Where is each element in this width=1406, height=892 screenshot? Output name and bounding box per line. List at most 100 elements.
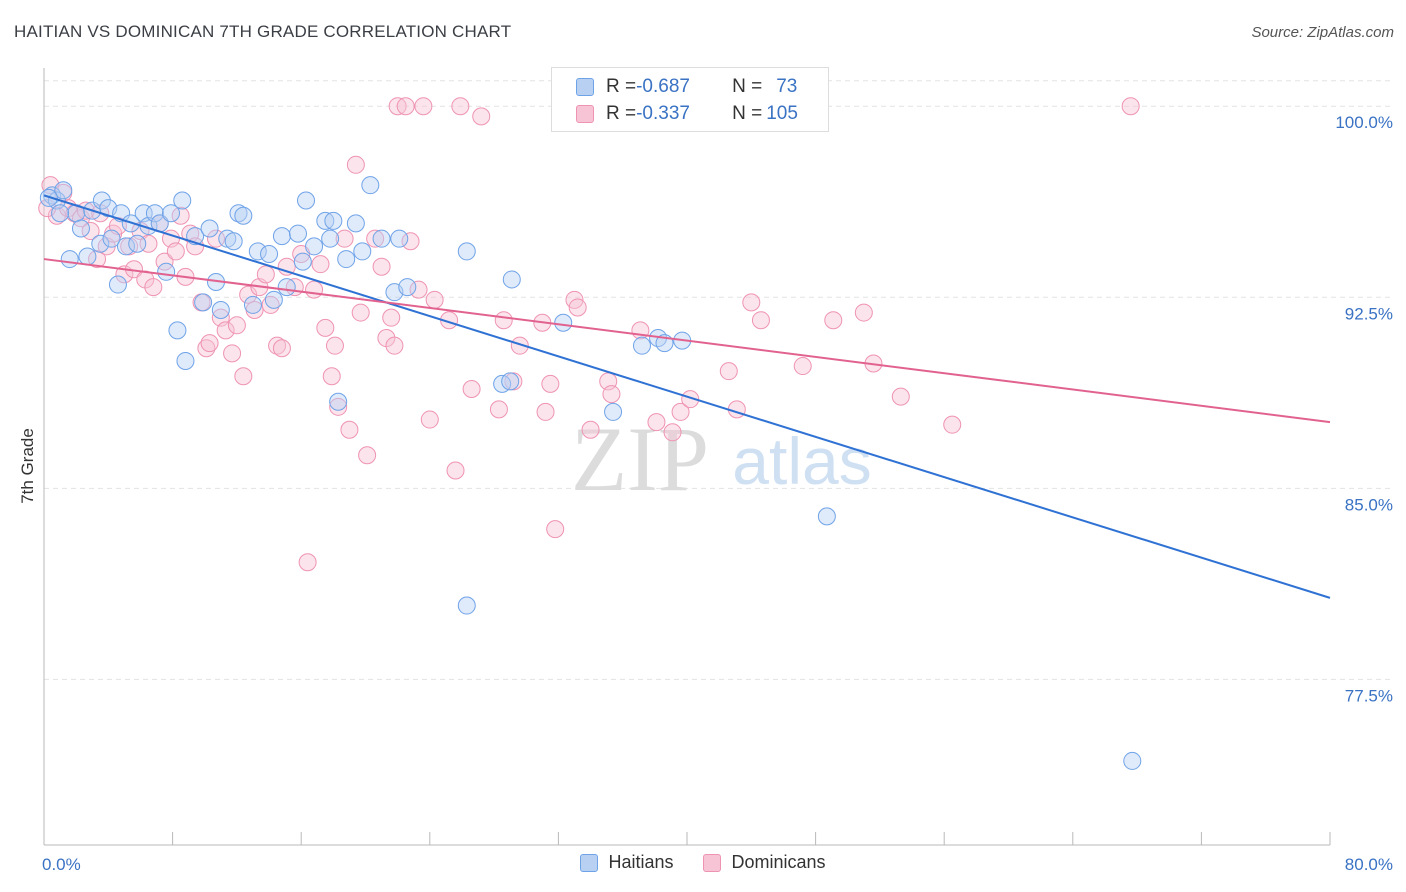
haitian-point: [329, 392, 348, 411]
dominican-point: [494, 311, 513, 330]
haitian-point: [817, 507, 836, 526]
dominican-point: [268, 336, 287, 355]
dominican-point: [793, 357, 812, 376]
haitian-point: [1123, 751, 1142, 770]
haitian-point: [260, 244, 279, 263]
haitian-point: [176, 351, 195, 370]
haitian-point: [293, 252, 312, 271]
dominican-point: [227, 316, 246, 335]
legend-item-dominicans: Dominicans: [703, 852, 826, 873]
trend-lines: [43, 194, 1331, 599]
haitian-point: [54, 181, 73, 200]
dominican-point: [489, 400, 508, 419]
haitian-point: [71, 219, 90, 238]
haitian-point: [108, 275, 127, 294]
source-label: Source: ZipAtlas.com: [1251, 24, 1394, 41]
dominican-point: [546, 520, 565, 539]
haitian-point: [321, 229, 340, 248]
dominican-point: [409, 280, 428, 299]
dominican-point: [256, 265, 275, 284]
dominican-point: [311, 255, 330, 274]
haitian-point: [200, 219, 219, 238]
haitian-point: [390, 229, 409, 248]
dominican-point: [385, 336, 404, 355]
haitian-point: [173, 191, 192, 210]
haitian-point: [157, 262, 176, 281]
dominican-point: [261, 295, 280, 314]
series-legend: Haitians Dominicans: [0, 852, 1406, 873]
watermark-zip: ZIP: [571, 408, 709, 510]
haitian-point: [224, 232, 243, 251]
dominican-point: [401, 232, 420, 251]
dominican-point: [891, 387, 910, 406]
dominican-point: [742, 293, 761, 312]
haitian-point: [353, 242, 372, 261]
x-tick-label: 0.0%: [42, 855, 81, 874]
dominican-point: [372, 257, 391, 276]
haitian-point: [324, 211, 343, 230]
haitian-point: [102, 229, 121, 248]
haitian-point: [502, 270, 521, 289]
dominicans-points: [38, 97, 1140, 572]
dominican-point: [462, 379, 481, 398]
dominican-point: [396, 97, 415, 116]
legend-row-haitians: R = -0.687 N = 73: [576, 74, 797, 100]
legend-swatch-haitians: [576, 78, 594, 96]
dominican-point: [366, 229, 385, 248]
haitian-point: [272, 227, 291, 246]
dominican-point: [751, 311, 770, 330]
legend-swatch-haitians: [580, 853, 599, 872]
dominican-point: [943, 415, 962, 434]
dominicans-trend-line: [43, 258, 1331, 424]
haitian-point: [78, 247, 97, 266]
haitian-point: [91, 234, 110, 253]
haitian-point: [234, 206, 253, 225]
dominican-point: [351, 303, 370, 322]
haitian-point: [457, 242, 476, 261]
stats-legend: R = -0.687 N = 73 R = -0.337 N = 105: [551, 67, 829, 132]
haitian-point: [243, 295, 262, 314]
dominican-point: [671, 402, 690, 421]
dominican-point: [144, 278, 163, 297]
chart-title: HAITIAN VS DOMINICAN 7TH GRADE CORRELATI…: [14, 22, 512, 41]
dominican-point: [340, 420, 359, 439]
legend-r-label: R =: [606, 76, 637, 97]
dominican-point: [329, 397, 348, 416]
haitians-trend-line: [43, 194, 1331, 599]
haitian-point: [361, 176, 380, 195]
watermark-atlas: atlas: [732, 424, 871, 498]
dominican-point: [414, 97, 433, 116]
haitian-point: [337, 250, 356, 269]
y-axis-label: 7th Grade: [18, 428, 37, 504]
haitian-point: [92, 191, 111, 210]
dominican-point: [663, 423, 682, 442]
x-tick-label: 80.0%: [1345, 855, 1393, 874]
legend-n-label: N =: [732, 76, 763, 97]
haitian-point: [211, 301, 230, 320]
tick-labels: 77.5% 85.0% 92.5% 100.0% 0.0% 80.0%: [42, 113, 1393, 874]
haitian-point: [248, 242, 267, 261]
y-tick-label: 100.0%: [1335, 113, 1393, 132]
dominican-point: [824, 311, 843, 330]
legend-label-haitians: Haitians: [608, 852, 674, 872]
dominican-point: [854, 303, 873, 322]
dominican-point: [581, 420, 600, 439]
dominican-point: [216, 321, 235, 340]
y-tick-label: 92.5%: [1345, 304, 1393, 323]
dominican-point: [510, 336, 529, 355]
dominican-point: [1121, 97, 1140, 116]
haitian-point: [372, 229, 391, 248]
dominican-point: [425, 290, 444, 309]
dominican-point: [382, 308, 401, 327]
haitian-point: [305, 237, 324, 256]
dominican-point: [316, 318, 335, 337]
haitian-point: [51, 204, 70, 223]
haitian-point: [398, 278, 417, 297]
haitian-point: [60, 250, 79, 269]
legend-label-dominicans: Dominicans: [731, 852, 826, 872]
dominican-point: [223, 344, 242, 363]
dominican-point: [420, 410, 439, 429]
y-tick-label: 85.0%: [1345, 495, 1393, 514]
dominican-point: [298, 553, 317, 572]
